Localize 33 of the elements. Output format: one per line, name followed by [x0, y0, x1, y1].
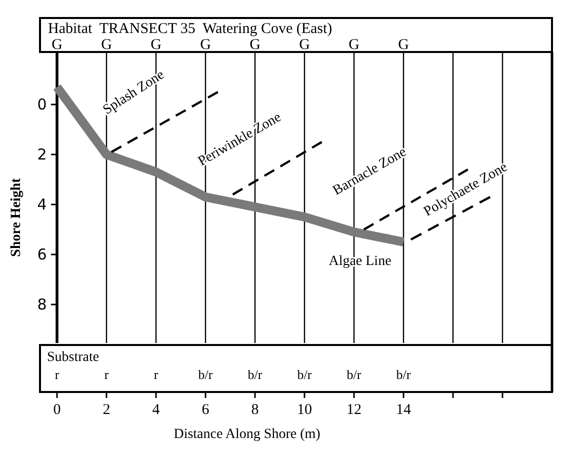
- annotation: b/r: [396, 367, 412, 382]
- annotation: b/r: [346, 367, 362, 382]
- chart-title: Habitat TRANSECT 35 Watering Cove (East): [48, 21, 332, 37]
- annotation: G: [299, 37, 310, 53]
- annotation: b/r: [297, 367, 312, 382]
- annotation: b/r: [198, 367, 214, 382]
- x-tick-label: 8: [251, 402, 259, 418]
- y-tick-label: 4: [37, 196, 47, 214]
- annotation: r: [104, 367, 110, 382]
- x-tick-label: 10: [297, 402, 312, 418]
- x-tick-label: 14: [396, 402, 412, 418]
- x-tick-label: 6: [202, 402, 210, 418]
- annotation: G: [348, 37, 360, 53]
- annotation: G: [398, 37, 410, 53]
- annotation: G: [250, 37, 261, 53]
- annotation: r: [54, 367, 60, 382]
- annotation: r: [154, 367, 159, 382]
- y-tick-label: 2: [37, 146, 47, 164]
- annotation: Substrate: [47, 350, 100, 365]
- annotation: b/r: [248, 367, 263, 382]
- x-tick-label: 0: [53, 402, 61, 418]
- x-tick-label: 2: [102, 402, 110, 418]
- y-tick-label: 6: [37, 246, 47, 264]
- x-tick-label: 4: [152, 402, 160, 418]
- x-axis-title: Distance Along Shore (m): [174, 427, 321, 442]
- annotation: G: [52, 37, 63, 53]
- y-axis-title: Shore Height: [9, 178, 24, 257]
- annotation: G: [101, 37, 112, 53]
- y-tick-label: 8: [37, 296, 47, 314]
- annotation: G: [200, 37, 212, 53]
- annotation: G: [150, 37, 162, 53]
- x-tick-label: 12: [346, 402, 362, 418]
- y-tick-label: 0: [37, 96, 47, 114]
